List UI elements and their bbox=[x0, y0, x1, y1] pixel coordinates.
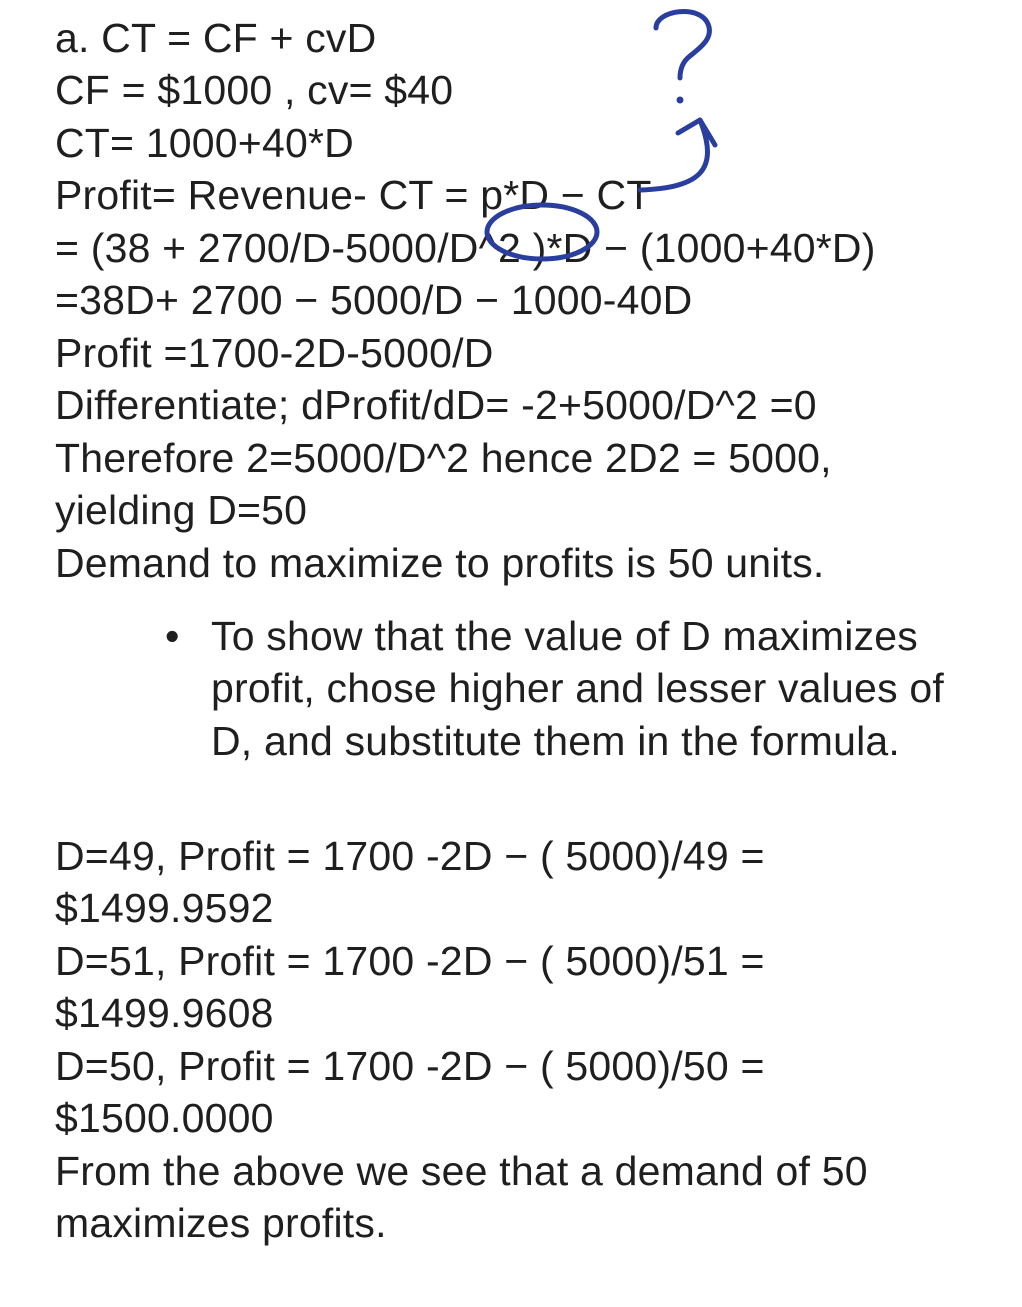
bullet-item: • To show that the value of D maximizes … bbox=[165, 610, 965, 767]
bullet-text: To show that the value of D maximizes pr… bbox=[211, 610, 965, 767]
line-2: CF = $1000 , cv= $40 bbox=[55, 64, 975, 116]
paragraph-3: D=49, Profit = 1700 -2D − ( 5000)/49 = $… bbox=[55, 830, 975, 1250]
page: a. CT = CF + cvD CF = $1000 , cv= $40 CT… bbox=[0, 0, 1022, 1307]
line-3: CT= 1000+40*D bbox=[55, 117, 975, 169]
bullet-marker: • bbox=[165, 610, 211, 767]
line-9: Therefore 2=5000/D^2 hence 2D2 = 5000, y… bbox=[55, 432, 975, 537]
line-3-1: D=49, Profit = 1700 -2D − ( 5000)/49 = $… bbox=[55, 830, 975, 935]
line-10: Demand to maximize to profits is 50 unit… bbox=[55, 537, 975, 589]
line-3-4: From the above we see that a demand of 5… bbox=[55, 1145, 975, 1250]
line-4: Profit= Revenue- CT = p*D − CT bbox=[55, 169, 975, 221]
bullet-block: • To show that the value of D maximizes … bbox=[165, 610, 965, 767]
paragraph-1: a. CT = CF + cvD CF = $1000 , cv= $40 CT… bbox=[55, 12, 975, 589]
line-1: a. CT = CF + cvD bbox=[55, 12, 975, 64]
line-5: = (38 + 2700/D-5000/D^2 )*D − (1000+40*D… bbox=[55, 222, 975, 274]
line-3-2: D=51, Profit = 1700 -2D − ( 5000)/51 = $… bbox=[55, 935, 975, 1040]
line-3-3: D=50, Profit = 1700 -2D − ( 5000)/50 = $… bbox=[55, 1040, 975, 1145]
line-6: =38D+ 2700 − 5000/D − 1000-40D bbox=[55, 274, 975, 326]
line-7: Profit =1700-2D-5000/D bbox=[55, 327, 975, 379]
line-8: Differentiate; dProfit/dD= -2+5000/D^2 =… bbox=[55, 379, 975, 431]
